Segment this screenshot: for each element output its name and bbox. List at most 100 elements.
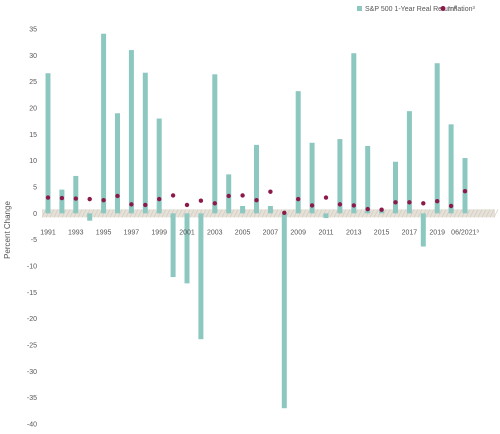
zero-band-hatch: [481, 209, 487, 218]
x-tick-label: 2013: [346, 229, 362, 236]
x-tick-label: 2001: [179, 229, 195, 236]
inflation-point: [323, 195, 329, 200]
y-axis-label: Percent Change: [3, 201, 12, 259]
inflation-point: [87, 196, 92, 202]
zero-band-hatch: [425, 209, 431, 218]
zero-band-hatch: [333, 209, 339, 218]
zero-band-hatch: [261, 209, 267, 218]
x-tick-label: 1991: [40, 229, 56, 236]
legend-swatch-bar: [357, 6, 362, 11]
bar: [420, 213, 426, 247]
bar: [115, 113, 120, 214]
inflation-point: [45, 195, 51, 200]
y-tick-label: 30: [29, 53, 37, 60]
zero-band-hatch: [329, 209, 335, 218]
x-tick-label: 1999: [151, 229, 167, 236]
zero-band-hatch: [217, 209, 223, 218]
zero-band-hatch: [373, 209, 379, 218]
inflation-point: [129, 202, 134, 207]
inflation-point: [101, 197, 106, 203]
bar: [254, 144, 259, 214]
zero-band-hatch: [245, 209, 251, 218]
y-axis: 35 30 25 20 15 10 5 0 -5 -10 -15 -20 -25 -30 -35 -40: [27, 27, 37, 429]
bar: [281, 213, 287, 409]
inflation-point: [226, 193, 231, 199]
x-tick-label: 2011: [318, 229, 333, 236]
zero-band-hatch: [41, 209, 47, 218]
zero-band-hatch: [485, 209, 491, 218]
zero-band-hatch: [385, 209, 391, 218]
inflation-point: [59, 195, 65, 201]
zero-band-hatch: [457, 209, 463, 218]
zero-band-hatch: [161, 209, 167, 218]
x-tick-label: 2003: [207, 229, 223, 236]
zero-band-hatch: [145, 209, 151, 218]
zero-band-hatch: [81, 209, 87, 218]
bar: [434, 63, 440, 214]
zero-band-hatch: [317, 209, 323, 218]
x-tick-label: 1993: [68, 229, 84, 236]
legend-label-dot: Inflation³: [448, 6, 476, 13]
zero-band-hatch: [273, 209, 279, 218]
bar: [101, 33, 107, 214]
bar: [240, 205, 246, 214]
zero-band-hatch: [357, 209, 363, 218]
bar: [184, 213, 190, 284]
y-tick-label: 20: [29, 106, 37, 113]
y-tick-label: 15: [29, 132, 37, 139]
zero-band-hatch: [233, 209, 239, 218]
bar: [462, 158, 468, 214]
zero-band-hatch: [477, 209, 483, 218]
bar: [73, 175, 79, 214]
bar: [142, 72, 148, 214]
zero-band-hatch: [277, 209, 283, 218]
zero-band-hatch: [437, 209, 443, 218]
x-axis: 1991 1993 1995 1997 1999 2001 2003 2005 2007 2009…: [40, 229, 479, 236]
zero-band-hatch: [121, 209, 127, 218]
legend-swatch-dot: [440, 6, 446, 11]
zero-band-hatch: [193, 209, 199, 218]
zero-band-hatch: [301, 209, 307, 218]
inflation-point: [351, 203, 356, 208]
zero-band-hatch: [93, 209, 99, 218]
zero-band-hatch: [289, 209, 295, 218]
inflation-point: [435, 199, 440, 204]
inflation-point: [462, 189, 468, 194]
bar: [198, 213, 204, 340]
bar: [406, 111, 412, 214]
y-tick-label: 5: [33, 185, 37, 192]
x-tick-label: 2019: [429, 229, 445, 236]
zero-band-hatch: [77, 209, 83, 218]
bar: [267, 205, 273, 214]
bar: [309, 142, 315, 214]
y-tick-label: -30: [27, 369, 37, 376]
zero-band-hatch: [109, 209, 115, 218]
zero-band-hatch: [489, 209, 495, 218]
zero-band-hatch: [341, 209, 347, 218]
inflation-point: [143, 202, 148, 208]
zero-band-hatch: [257, 209, 263, 218]
zero-band-hatch: [105, 209, 111, 218]
bar: [59, 189, 65, 214]
x-tick-label: 2009: [290, 229, 306, 236]
zero-band-hatch: [189, 209, 195, 218]
x-tick-label: 1997: [124, 229, 140, 236]
inflation-point: [240, 193, 245, 198]
inflation-point: [115, 193, 120, 199]
inflation-point: [170, 193, 176, 198]
zero-band-hatch: [413, 209, 419, 218]
y-tick-label: -20: [27, 316, 37, 323]
zero-band-hatch: [429, 209, 435, 218]
y-tick-label: 35: [29, 27, 37, 34]
zero-band-hatch: [441, 209, 447, 218]
zero-band-hatch: [133, 209, 139, 218]
inflation-series: [45, 189, 468, 216]
zero-band-hatch: [313, 209, 319, 218]
inflation-point: [212, 201, 217, 206]
zero-band-hatch: [469, 209, 475, 218]
y-tick-label: -25: [27, 343, 37, 350]
bar: [323, 213, 329, 219]
zero-band-hatch: [221, 209, 227, 218]
y-tick-label: -40: [27, 422, 37, 429]
zero-band-hatch: [177, 209, 183, 218]
